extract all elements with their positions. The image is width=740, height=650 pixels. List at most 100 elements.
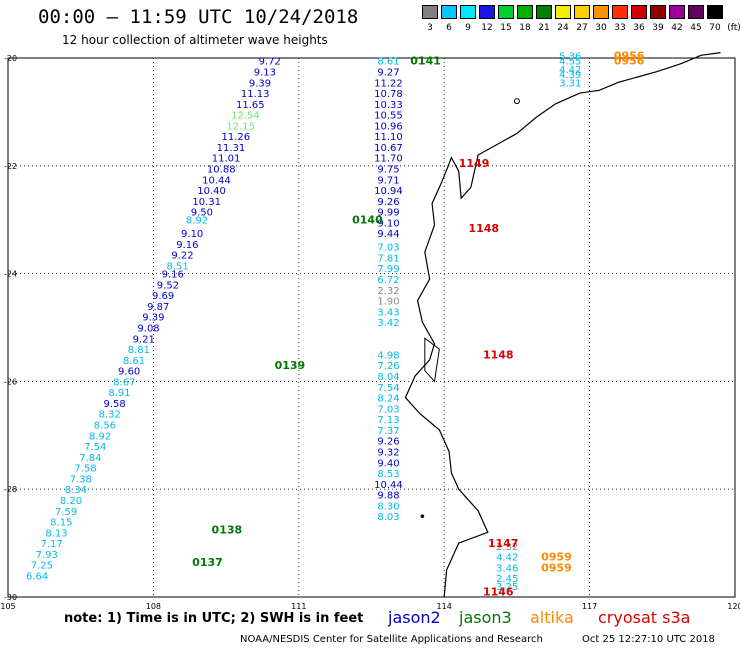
wave-height-value: 7.25 bbox=[31, 561, 53, 572]
legend-cryosat: cryosat s3a bbox=[598, 608, 691, 627]
footer-timestamp: Oct 25 12:27:10 UTC 2018 bbox=[582, 634, 715, 645]
legend-label: 45 bbox=[690, 23, 702, 33]
wave-height-value: 8.92 bbox=[186, 216, 208, 227]
wave-height-value: 4.98 bbox=[377, 350, 399, 361]
legend-swatch bbox=[707, 5, 723, 19]
wave-height-value: 9.50 bbox=[191, 208, 213, 219]
lon-tick-label: 111 bbox=[291, 602, 306, 611]
wave-height-value: 7.93 bbox=[36, 550, 58, 561]
wave-height-value: 10.33 bbox=[374, 100, 403, 111]
credit-line: NOAA/NESDIS Center for Satellite Applica… bbox=[240, 634, 543, 645]
wave-height-value: 9.39 bbox=[249, 78, 271, 89]
wave-height-value: 7.17 bbox=[40, 539, 62, 550]
legend-swatch bbox=[517, 5, 533, 19]
wave-height-value: 4.55 bbox=[559, 57, 581, 68]
map-title: 00:00 — 11:59 UTC 10/24/2018 bbox=[38, 6, 359, 28]
wave-height-value: 3.43 bbox=[377, 307, 399, 318]
wave-height-value: 10.94 bbox=[374, 186, 403, 197]
wave-height-value: 11.01 bbox=[212, 154, 241, 165]
wave-height-value: 2.45 bbox=[496, 574, 518, 585]
wave-height-value: 8.15 bbox=[50, 518, 72, 529]
wave-height-value: 7.03 bbox=[377, 404, 399, 415]
lat-tick-label: -30 bbox=[4, 593, 17, 602]
wave-height-value: 9.75 bbox=[377, 164, 399, 175]
pass-time-label: 1148 bbox=[483, 348, 514, 361]
wave-height-value: 4.39 bbox=[559, 70, 581, 81]
pass-time-label: 0140 bbox=[352, 214, 383, 227]
wave-height-value: 8.30 bbox=[377, 501, 399, 512]
legend-swatch bbox=[631, 5, 647, 19]
legend-swatch bbox=[441, 5, 457, 19]
legend-unit: (ft) bbox=[727, 23, 740, 33]
wave-height-value: 10.67 bbox=[374, 143, 403, 154]
lon-tick-label: 114 bbox=[437, 602, 452, 611]
shark-bay-peninsula bbox=[424, 337, 440, 383]
wave-height-value: 10.55 bbox=[374, 111, 403, 122]
wave-height-value: 6.64 bbox=[26, 571, 48, 582]
wave-height-value: 9.22 bbox=[171, 251, 193, 262]
legend-label: 6 bbox=[446, 23, 452, 33]
wave-height-value: 9.99 bbox=[377, 208, 399, 219]
legend-label: 42 bbox=[671, 23, 683, 33]
wave-height-value: 10.44 bbox=[202, 175, 231, 186]
wave-height-value: 11.65 bbox=[236, 100, 265, 111]
legend-swatch bbox=[479, 5, 495, 19]
wave-height-value: 9.60 bbox=[118, 367, 140, 378]
wave-height-value: 9.10 bbox=[181, 229, 203, 240]
wave-height-value: 6.72 bbox=[377, 275, 399, 286]
wave-height-value: 8.67 bbox=[113, 377, 135, 388]
wave-height-value: 8.91 bbox=[108, 388, 130, 399]
wave-height-value: 7.81 bbox=[377, 253, 399, 264]
wave-height-value: 7.54 bbox=[377, 383, 399, 394]
lat-tick-label: -26 bbox=[4, 377, 17, 386]
legend-swatch bbox=[669, 5, 685, 19]
pass-time-label: 1148 bbox=[468, 222, 499, 235]
wave-height-value: 1.90 bbox=[377, 297, 399, 308]
wave-height-value: 12.15 bbox=[226, 121, 255, 132]
wave-height-value: 10.88 bbox=[207, 164, 236, 175]
wave-height-value: 5.36 bbox=[559, 51, 581, 62]
lon-tick-label: 105 bbox=[0, 602, 15, 611]
legend-swatch bbox=[536, 5, 552, 19]
lat-tick-label: -28 bbox=[4, 485, 17, 494]
legend-label: 18 bbox=[519, 23, 531, 33]
pass-time-label: 0141 bbox=[410, 55, 441, 68]
wave-height-value: 10.31 bbox=[192, 197, 221, 208]
legend-swatch bbox=[422, 5, 438, 19]
wave-height-value: 9.26 bbox=[377, 197, 399, 208]
lat-tick-label: -24 bbox=[4, 270, 17, 279]
legend-swatch bbox=[574, 5, 590, 19]
wave-height-value: 10.44 bbox=[374, 480, 403, 491]
lon-tick-label: 108 bbox=[146, 602, 161, 611]
pass-time-label: 0137 bbox=[192, 556, 223, 569]
wave-height-value: 7.38 bbox=[70, 474, 92, 485]
legend-swatch bbox=[555, 5, 571, 19]
pass-time-label: 0959 bbox=[541, 561, 572, 574]
legend-label: 12 bbox=[481, 23, 493, 33]
wave-height-value: 11.31 bbox=[217, 143, 246, 154]
coastline bbox=[404, 52, 721, 598]
wave-height-value: 9.26 bbox=[377, 437, 399, 448]
wave-height-value: 4.42 bbox=[559, 65, 581, 76]
wave-height-value: 8.51 bbox=[167, 262, 189, 273]
wave-height-value: 9.58 bbox=[103, 399, 125, 410]
wave-height-value: 9.13 bbox=[254, 67, 276, 78]
wave-height-value: 9.69 bbox=[152, 291, 174, 302]
legend-jason2: jason2 bbox=[388, 608, 441, 627]
legend-swatch bbox=[460, 5, 476, 19]
lon-tick-label: 117 bbox=[582, 602, 597, 611]
wave-height-value: 9.08 bbox=[137, 324, 159, 335]
wave-height-value: 9.32 bbox=[377, 447, 399, 458]
legend-label: 24 bbox=[557, 23, 569, 33]
legend-label: 27 bbox=[576, 23, 588, 33]
wave-height-value: 8.13 bbox=[45, 528, 67, 539]
legend-label: 30 bbox=[595, 23, 607, 33]
footer-note: note: 1) Time is in UTC; 2) SWH is in fe… bbox=[64, 611, 364, 626]
pass-time-label: 1147 bbox=[488, 537, 519, 550]
wave-height-value: 12.54 bbox=[231, 111, 260, 122]
lat-tick-label: -20 bbox=[4, 54, 17, 63]
wave-height-value: 7.37 bbox=[377, 426, 399, 437]
wave-height-value: 11.10 bbox=[374, 132, 403, 143]
